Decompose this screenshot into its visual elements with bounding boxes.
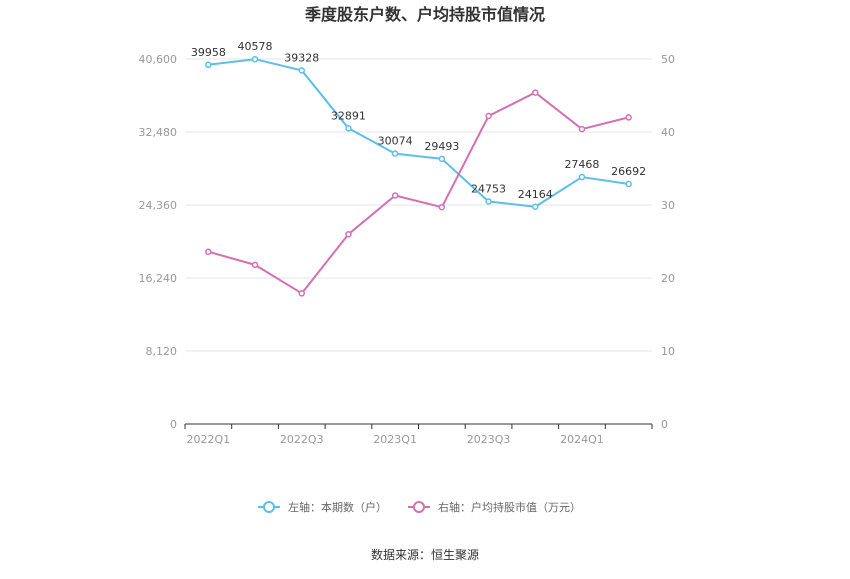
series-1-point [625, 180, 632, 188]
data-source: 数据来源：恒生聚源 [371, 547, 479, 562]
series-1-point [578, 173, 586, 181]
x-axis-tick-label: 2023Q1 [373, 433, 417, 446]
series-1-point [298, 67, 305, 74]
legend-marker-1 [263, 501, 275, 513]
series-2-point [532, 89, 539, 96]
series-line-1 [208, 58, 629, 208]
series-2-point [251, 261, 259, 269]
series-1-point [251, 55, 259, 63]
x-axis-tick-label: 2022Q1 [187, 433, 231, 446]
data-label: 39958 [191, 46, 226, 59]
series-1-point [205, 61, 212, 69]
data-label: 26692 [611, 165, 646, 178]
data-label: 32891 [331, 109, 366, 122]
series-1-point [485, 198, 492, 205]
series-2-point [298, 290, 305, 297]
series-2-point [438, 203, 446, 211]
left-axis-tick-label: 32,480 [139, 126, 178, 139]
series-2-point [625, 114, 632, 121]
data-label: 40578 [238, 40, 273, 53]
right-axis-tick-label: 50 [661, 53, 675, 66]
x-axis-tick-label: 2024Q1 [560, 433, 604, 446]
series-2-point [485, 112, 492, 120]
x-axis-tick-label: 2022Q3 [280, 433, 324, 446]
left-axis-tick-label: 8,120 [146, 345, 178, 358]
legend-label-1: 左轴：本期数（户） [288, 500, 387, 514]
right-axis-tick-label: 30 [661, 199, 675, 212]
right-axis-tick-label: 10 [661, 345, 675, 358]
left-axis-tick-label: 40,600 [139, 53, 178, 66]
series-2-point [578, 125, 586, 133]
data-label: 27468 [564, 158, 599, 171]
left-axis-tick-label: 16,240 [139, 272, 178, 285]
series-2-point [391, 192, 399, 199]
data-label: 29493 [424, 140, 459, 153]
left-axis-tick-label: 24,360 [139, 199, 178, 212]
chart-title: 季度股东户数、户均持股市值情况 [304, 5, 545, 24]
series-2-point [205, 248, 212, 255]
series-1-point [391, 150, 399, 157]
series-line-2 [208, 91, 629, 295]
series-1-point [345, 125, 352, 132]
data-label: 24753 [471, 182, 506, 195]
series-2-point [345, 230, 352, 238]
right-axis-tick-label: 0 [661, 418, 668, 431]
data-label: 30074 [378, 135, 413, 148]
data-label: 39328 [284, 51, 319, 64]
right-axis-tick-label: 40 [661, 126, 675, 139]
right-axis-tick-label: 20 [661, 272, 675, 285]
data-label: 24164 [518, 188, 553, 201]
left-axis-tick-label: 0 [170, 418, 177, 431]
series-1-point [532, 203, 539, 211]
legend-label-2: 右轴：户均持股市值（万元） [438, 500, 581, 514]
legend-marker-2 [413, 501, 425, 513]
series-1-point [438, 155, 446, 163]
x-axis-tick-label: 2023Q3 [467, 433, 511, 446]
